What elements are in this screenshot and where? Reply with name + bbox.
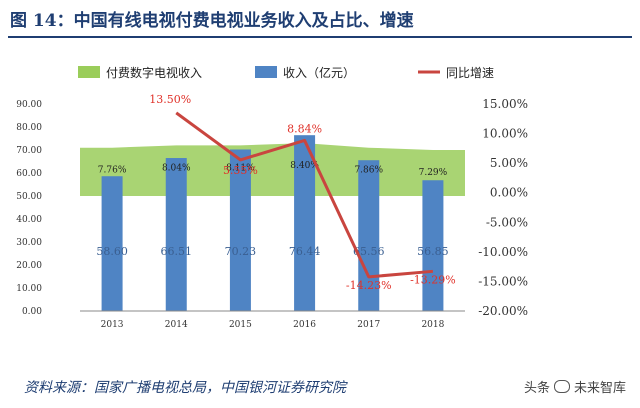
growth-label: 8.84% <box>287 122 322 135</box>
x-axis: 2013 2014 2015 2016 2017 2018 <box>80 310 465 330</box>
y-axis-left: 0.00 10.00 20.00 30.00 40.00 50.00 60.00 70.00 8… <box>16 100 42 317</box>
y-left-tick-label: 20.00 <box>16 261 42 271</box>
y-right-tick-label: -10.00% <box>478 245 528 259</box>
y-right-tick-label: -15.00% <box>478 274 528 288</box>
watermark-left: 头条 <box>523 381 550 396</box>
y-right-tick-label: 0.00% <box>490 186 528 200</box>
bar-value-label: 58.60 <box>96 245 128 258</box>
bar-value-label: 65.56 <box>353 245 385 258</box>
share-label: 8.11% <box>226 163 255 173</box>
y-left-tick-label: 50.00 <box>16 192 42 202</box>
bar-value-label: 66.51 <box>161 245 193 258</box>
share-label: 8.04% <box>162 163 191 173</box>
watermark-right: 未来智库 <box>573 381 626 396</box>
y-right-tick-label: -5.00% <box>486 215 528 229</box>
y-right-tick-label: 5.00% <box>490 156 528 170</box>
bar-2014 <box>165 158 187 311</box>
y-left-tick-label: 0.00 <box>22 307 42 317</box>
growth-label: -13.29% <box>410 273 456 286</box>
legend-label: 收入（亿元） <box>283 65 355 80</box>
x-tick-label: 2017 <box>357 320 380 330</box>
bar-value-label: 76.44 <box>289 245 321 258</box>
share-label: 7.76% <box>98 166 127 176</box>
bar-value-label: 56.85 <box>417 245 449 258</box>
y-right-tick-label: 15.00% <box>482 97 528 111</box>
growth-label: 13.50% <box>149 93 191 106</box>
legend-swatch-bar <box>255 66 277 78</box>
chart-title: 图 14：中国有线电视付费电视业务收入及占比、增速 <box>10 11 414 31</box>
chat-bubble-icon <box>553 380 570 393</box>
y-left-tick-label: 40.00 <box>16 215 42 225</box>
y-left-tick-label: 70.00 <box>16 146 42 156</box>
chart: 付费数字电视收入 收入（亿元） 同比增速 0.00 10.00 20.00 30.00 40… <box>16 65 528 330</box>
share-label: 8.40% <box>290 161 319 171</box>
x-tick-label: 2018 <box>421 320 444 330</box>
growth-line <box>175 111 434 279</box>
x-tick-label: 2014 <box>165 320 188 330</box>
legend-label: 同比增速 <box>446 66 494 80</box>
x-tick-label: 2015 <box>229 320 252 330</box>
growth-label: 5.55% <box>223 164 258 177</box>
share-label: 7.86% <box>354 166 383 176</box>
share-label: 7.29% <box>419 168 448 178</box>
title-divider <box>8 36 632 38</box>
legend-label: 付费数字电视收入 <box>106 65 202 80</box>
watermark: 头条 未来智库 <box>519 377 630 396</box>
line-series: 13.50% 5.55% 8.84% -14.23% -13.29% <box>149 93 455 292</box>
source-note: 资料来源：国家广播电视总局，中国银河证券研究院 <box>24 380 346 396</box>
bar-2015 <box>229 149 251 311</box>
y-left-tick-label: 10.00 <box>16 284 42 294</box>
y-left-tick-label: 90.00 <box>16 100 42 110</box>
y-axis-right: -20.00% -15.00% -10.00% -5.00% 0.00% 5.00% 10.… <box>478 97 528 318</box>
x-tick-label: 2016 <box>293 320 316 330</box>
growth-label: -14.23% <box>346 279 392 292</box>
legend: 付费数字电视收入 收入（亿元） 同比增速 <box>78 65 494 80</box>
bar-value-label: 70.23 <box>225 245 257 258</box>
y-left-tick-label: 80.00 <box>16 123 42 133</box>
bar-2016 <box>294 135 316 311</box>
y-left-tick-label: 30.00 <box>16 238 42 248</box>
y-right-tick-label: -20.00% <box>478 304 528 318</box>
legend-swatch-area <box>78 66 100 78</box>
bar-2018 <box>422 180 444 311</box>
x-tick-label: 2013 <box>101 320 124 330</box>
bar-series: 58.60 66.51 70.23 76.44 65.56 56.85 7.76% 8.04%… <box>96 135 449 311</box>
y-left-tick-label: 60.00 <box>16 169 42 179</box>
y-right-tick-label: 10.00% <box>482 127 528 141</box>
bar-2017 <box>358 160 380 311</box>
bar-2013 <box>101 176 123 311</box>
